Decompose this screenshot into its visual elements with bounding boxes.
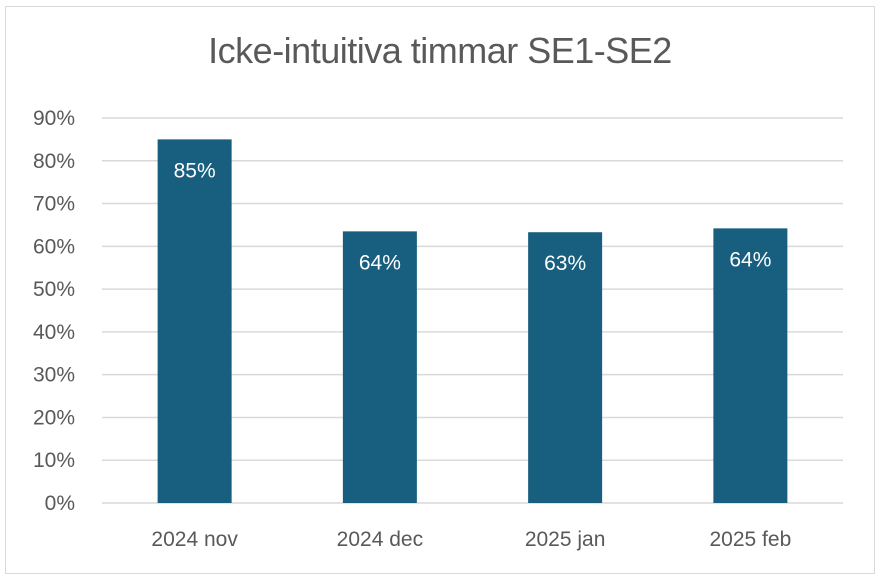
y-tick-label: 80% [33,150,75,173]
y-tick-label: 0% [45,492,75,515]
y-tick-label: 50% [33,278,75,301]
y-tick-label: 70% [33,193,75,216]
data-label: 64% [359,251,401,274]
data-label: 85% [174,159,216,182]
y-tick-label: 20% [33,406,75,429]
bar [713,228,788,503]
y-tick-label: 90% [33,107,75,130]
data-label: 63% [544,252,586,275]
y-tick-label: 30% [33,364,75,387]
x-tick-label: 2025 feb [710,528,792,551]
y-tick-label: 40% [33,321,75,344]
bars: 85% 64% 63% 64% [157,139,788,503]
bar [157,139,232,503]
bar [342,231,417,503]
y-tick-label: 60% [33,235,75,258]
x-tick-label: 2025 jan [525,528,606,551]
bar [528,232,603,503]
x-tick-label: 2024 dec [337,528,423,551]
x-tick-label: 2024 nov [151,528,238,551]
y-tick-label: 10% [33,449,75,472]
x-axis: 2024 nov 2024 dec 2025 jan 2025 feb [151,528,791,551]
data-label: 64% [729,248,771,271]
y-axis: 0% 10% 20% 30% 40% 50% 60% 70% 80% 90% [33,107,75,515]
chart-title: Icke-intuitiva timmar SE1-SE2 [208,30,672,71]
